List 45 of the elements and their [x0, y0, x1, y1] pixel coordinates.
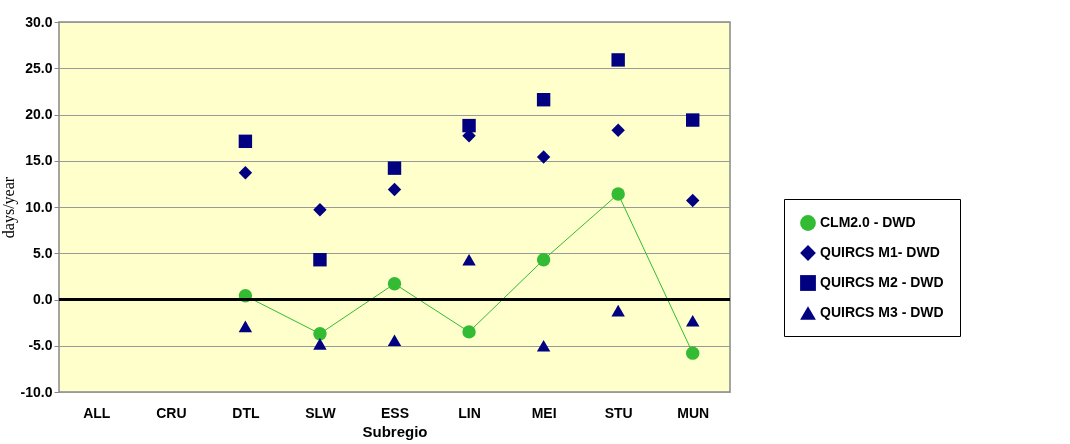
point	[238, 320, 253, 333]
point	[611, 53, 625, 67]
x-tick-label: CRU	[156, 404, 187, 421]
point	[313, 253, 327, 267]
x-tick-label: DTL	[232, 404, 260, 421]
point	[611, 123, 625, 137]
y-tick-label: 25.0	[25, 59, 53, 76]
x-axis-title: Subregio	[362, 422, 428, 440]
legend-label: QUIRCS M1- DWD	[820, 244, 940, 260]
y-axis-title: days/year	[0, 176, 18, 239]
point	[611, 304, 625, 317]
point	[686, 113, 700, 127]
point	[387, 334, 402, 347]
y-tick-label: 30.0	[25, 13, 53, 30]
x-tick-label: ALL	[83, 404, 111, 421]
x-tick-label: ESS	[380, 404, 410, 421]
point	[238, 166, 253, 180]
point	[536, 150, 551, 164]
x-tick-label: MEI	[531, 404, 557, 421]
point	[536, 92, 551, 107]
point	[462, 118, 476, 133]
x-tick-label: STU	[604, 404, 633, 421]
point	[686, 193, 700, 208]
y-tick-label: 20.0	[25, 106, 53, 122]
point	[387, 182, 402, 197]
y-tick-label: 5.0	[33, 244, 53, 261]
y-tick-label: 0.0	[33, 291, 53, 307]
point	[536, 339, 551, 352]
point	[238, 134, 253, 149]
legend-label: CLM2.0 - DWD	[820, 214, 916, 230]
x-tick-label: SLW	[305, 404, 337, 421]
y-tick-label: 15.0	[25, 152, 53, 169]
legend-label: QUIRCS M2 - DWD	[820, 274, 944, 290]
point	[462, 253, 476, 266]
point	[686, 314, 700, 327]
point	[313, 338, 327, 350]
y-tick-label: -5.0	[28, 337, 53, 354]
point	[686, 346, 700, 360]
x-tick-label: MUN	[677, 404, 710, 421]
legend-label: QUIRCS M3 - DWD	[820, 304, 944, 320]
y-tick-label: -10.0	[20, 383, 53, 400]
point	[387, 161, 402, 175]
x-tick-label: LIN	[458, 404, 481, 421]
y-tick-label: 10.0	[25, 198, 53, 215]
point	[313, 203, 327, 217]
